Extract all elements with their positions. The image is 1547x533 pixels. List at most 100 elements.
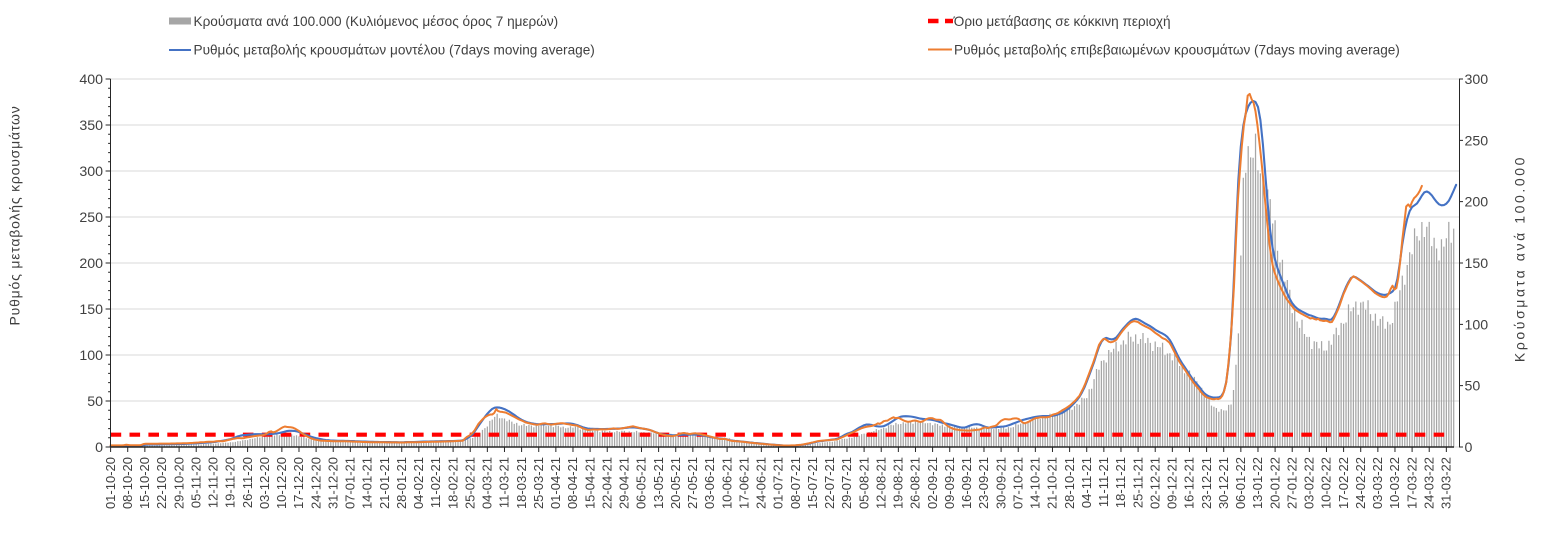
svg-text:10-06-21: 10-06-21	[719, 457, 734, 509]
svg-text:02-12-21: 02-12-21	[1147, 457, 1162, 509]
svg-text:13-05-21: 13-05-21	[651, 457, 666, 509]
svg-text:11-11-21: 11-11-21	[1096, 457, 1111, 507]
svg-text:24-02-22: 24-02-22	[1353, 457, 1368, 509]
svg-text:22-07-21: 22-07-21	[822, 457, 837, 509]
svg-text:26-08-21: 26-08-21	[908, 457, 923, 509]
svg-text:31-03-22: 31-03-22	[1439, 457, 1454, 509]
svg-text:31-12-20: 31-12-20	[325, 457, 340, 509]
svg-text:300: 300	[1465, 72, 1489, 88]
svg-text:300: 300	[79, 164, 103, 180]
svg-text:27-01-22: 27-01-22	[1284, 457, 1299, 509]
svg-text:150: 150	[79, 302, 103, 318]
svg-text:03-03-22: 03-03-22	[1370, 457, 1385, 509]
svg-text:07-10-21: 07-10-21	[1010, 457, 1025, 509]
svg-text:10-12-20: 10-12-20	[274, 457, 289, 509]
svg-text:Κρούσματα ανά 100.000: Κρούσματα ανά 100.000	[1512, 155, 1528, 362]
svg-text:25-02-21: 25-02-21	[462, 457, 477, 509]
svg-text:250: 250	[79, 210, 103, 226]
svg-text:17-02-22: 17-02-22	[1336, 457, 1351, 509]
svg-text:Όριο μετάβασης σε κόκκινη περι: Όριο μετάβασης σε κόκκινη περιοχή	[953, 14, 1171, 29]
svg-text:10-02-22: 10-02-22	[1319, 457, 1334, 509]
svg-text:11-02-21: 11-02-21	[428, 457, 443, 508]
svg-text:400: 400	[79, 72, 103, 88]
svg-text:19-08-21: 19-08-21	[891, 457, 906, 509]
svg-text:14-01-21: 14-01-21	[360, 457, 375, 509]
svg-text:12-11-20: 12-11-20	[206, 457, 221, 508]
svg-text:04-02-21: 04-02-21	[411, 457, 426, 509]
svg-text:18-03-21: 18-03-21	[514, 457, 529, 509]
svg-text:200: 200	[79, 256, 103, 272]
svg-text:20-05-21: 20-05-21	[668, 457, 683, 509]
svg-text:08-04-21: 08-04-21	[565, 457, 580, 509]
svg-text:100: 100	[1465, 317, 1489, 333]
svg-text:09-09-21: 09-09-21	[942, 457, 957, 509]
svg-text:27-05-21: 27-05-21	[685, 457, 700, 509]
svg-text:23-12-21: 23-12-21	[1199, 457, 1214, 509]
svg-text:13-01-22: 13-01-22	[1250, 457, 1265, 509]
svg-text:30-12-21: 30-12-21	[1216, 457, 1231, 509]
svg-text:21-10-21: 21-10-21	[1045, 457, 1060, 509]
svg-text:22-10-20: 22-10-20	[154, 457, 169, 509]
svg-text:17-12-20: 17-12-20	[291, 457, 306, 509]
svg-text:0: 0	[95, 440, 103, 456]
svg-text:01-10-20: 01-10-20	[103, 457, 118, 509]
svg-text:50: 50	[87, 394, 103, 410]
svg-text:Ρυθμός μεταβολής κρουσμάτων: Ρυθμός μεταβολής κρουσμάτων	[7, 105, 23, 325]
svg-text:03-12-20: 03-12-20	[257, 457, 272, 509]
svg-text:02-09-21: 02-09-21	[925, 457, 940, 509]
svg-text:03-02-22: 03-02-22	[1302, 457, 1317, 509]
svg-text:09-12-21: 09-12-21	[1165, 457, 1180, 509]
svg-text:11-03-21: 11-03-21	[497, 457, 512, 508]
svg-text:24-03-22: 24-03-22	[1421, 457, 1436, 509]
svg-text:01-07-21: 01-07-21	[771, 457, 786, 509]
svg-text:08-10-20: 08-10-20	[120, 457, 135, 509]
svg-text:22-04-21: 22-04-21	[599, 457, 614, 509]
svg-text:15-04-21: 15-04-21	[582, 457, 597, 509]
svg-text:15-07-21: 15-07-21	[805, 457, 820, 509]
svg-text:250: 250	[1465, 133, 1489, 149]
svg-text:25-11-21: 25-11-21	[1130, 457, 1145, 508]
svg-text:Κρούσματα ανά 100.000 (Κυλιόμε: Κρούσματα ανά 100.000 (Κυλιόμενος μέσος …	[194, 14, 559, 29]
svg-text:06-05-21: 06-05-21	[634, 457, 649, 509]
svg-text:150: 150	[1465, 256, 1489, 272]
svg-text:05-11-20: 05-11-20	[188, 457, 203, 508]
svg-text:26-11-20: 26-11-20	[240, 457, 255, 508]
svg-text:10-03-22: 10-03-22	[1387, 457, 1402, 509]
svg-text:12-08-21: 12-08-21	[873, 457, 888, 509]
svg-text:16-12-21: 16-12-21	[1182, 457, 1197, 509]
svg-text:21-01-21: 21-01-21	[377, 457, 392, 509]
svg-text:0: 0	[1465, 440, 1473, 456]
svg-text:50: 50	[1465, 379, 1481, 395]
svg-text:04-11-21: 04-11-21	[1079, 457, 1094, 508]
svg-text:24-12-20: 24-12-20	[308, 457, 323, 509]
svg-text:29-10-20: 29-10-20	[171, 457, 186, 509]
svg-text:05-08-21: 05-08-21	[856, 457, 871, 509]
svg-text:01-04-21: 01-04-21	[548, 457, 563, 509]
svg-text:29-07-21: 29-07-21	[839, 457, 854, 509]
svg-text:18-11-21: 18-11-21	[1113, 457, 1128, 508]
svg-text:200: 200	[1465, 195, 1489, 211]
svg-text:07-01-21: 07-01-21	[343, 457, 358, 509]
svg-text:16-09-21: 16-09-21	[959, 457, 974, 509]
svg-text:Ρυθμός μεταβολής επιβεβαιωμένω: Ρυθμός μεταβολής επιβεβαιωμένων κρουσμάτ…	[954, 42, 1400, 57]
svg-text:08-07-21: 08-07-21	[788, 457, 803, 509]
svg-text:29-04-21: 29-04-21	[617, 457, 632, 509]
svg-text:23-09-21: 23-09-21	[976, 457, 991, 509]
svg-text:Ρυθμός μεταβολής κρουσμάτων μο: Ρυθμός μεταβολής κρουσμάτων μοντέλου (7d…	[194, 42, 595, 57]
svg-text:18-02-21: 18-02-21	[445, 457, 460, 509]
svg-text:20-01-22: 20-01-22	[1267, 457, 1282, 509]
svg-text:04-03-21: 04-03-21	[480, 457, 495, 509]
svg-text:06-01-22: 06-01-22	[1233, 457, 1248, 509]
svg-text:17-06-21: 17-06-21	[736, 457, 751, 509]
svg-text:28-01-21: 28-01-21	[394, 457, 409, 509]
svg-text:28-10-21: 28-10-21	[1062, 457, 1077, 509]
svg-text:17-03-22: 17-03-22	[1404, 457, 1419, 509]
svg-text:100: 100	[79, 348, 103, 364]
svg-text:24-06-21: 24-06-21	[754, 457, 769, 509]
svg-text:19-11-20: 19-11-20	[223, 457, 238, 508]
svg-text:14-10-21: 14-10-21	[1028, 457, 1043, 509]
svg-text:25-03-21: 25-03-21	[531, 457, 546, 509]
svg-text:15-10-20: 15-10-20	[137, 457, 152, 509]
svg-text:30-09-21: 30-09-21	[993, 457, 1008, 509]
svg-text:03-06-21: 03-06-21	[702, 457, 717, 509]
